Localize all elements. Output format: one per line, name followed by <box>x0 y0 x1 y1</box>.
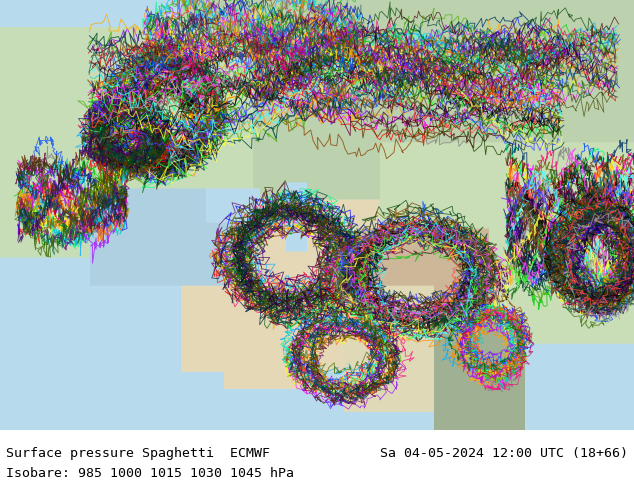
Text: Isobare: 985 1000 1015 1030 1045 hPa: Isobare: 985 1000 1015 1030 1045 hPa <box>6 467 294 480</box>
Text: Surface pressure Spaghetti  ECMWF: Surface pressure Spaghetti ECMWF <box>6 447 270 460</box>
Text: Sa 04-05-2024 12:00 UTC (18+66): Sa 04-05-2024 12:00 UTC (18+66) <box>380 447 628 460</box>
